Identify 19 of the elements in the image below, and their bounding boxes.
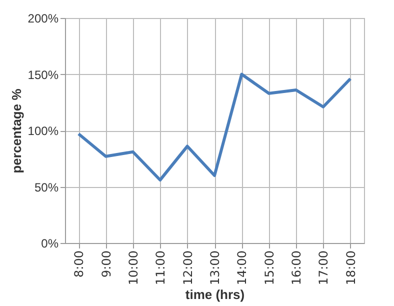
y-tick-label: 50% [34, 180, 59, 194]
x-axis-title: time (hrs) [185, 287, 245, 302]
y-tick-label: 150% [28, 68, 59, 82]
x-tick-label: 13:00 [208, 250, 222, 286]
y-tick-label: 200% [28, 12, 59, 26]
x-tick-label: 18:00 [344, 250, 358, 286]
y-tick-label: 100% [28, 124, 59, 138]
x-tick-label: 10:00 [126, 250, 140, 286]
line-series [77, 72, 352, 182]
x-tick-label: 9:00 [99, 250, 114, 278]
x-tick-label: 16:00 [290, 250, 304, 286]
x-tick-label: 14:00 [235, 250, 250, 286]
x-tick-label: 17:00 [316, 250, 331, 286]
y-axis-title: percentage % [8, 88, 24, 174]
x-tick-label: 12:00 [180, 250, 195, 286]
y-tick-label: 0% [41, 236, 59, 250]
x-tick-label: 11:00 [154, 250, 168, 286]
x-tick-label: 8:00 [72, 250, 86, 278]
x-tick-label: 15:00 [262, 250, 276, 286]
